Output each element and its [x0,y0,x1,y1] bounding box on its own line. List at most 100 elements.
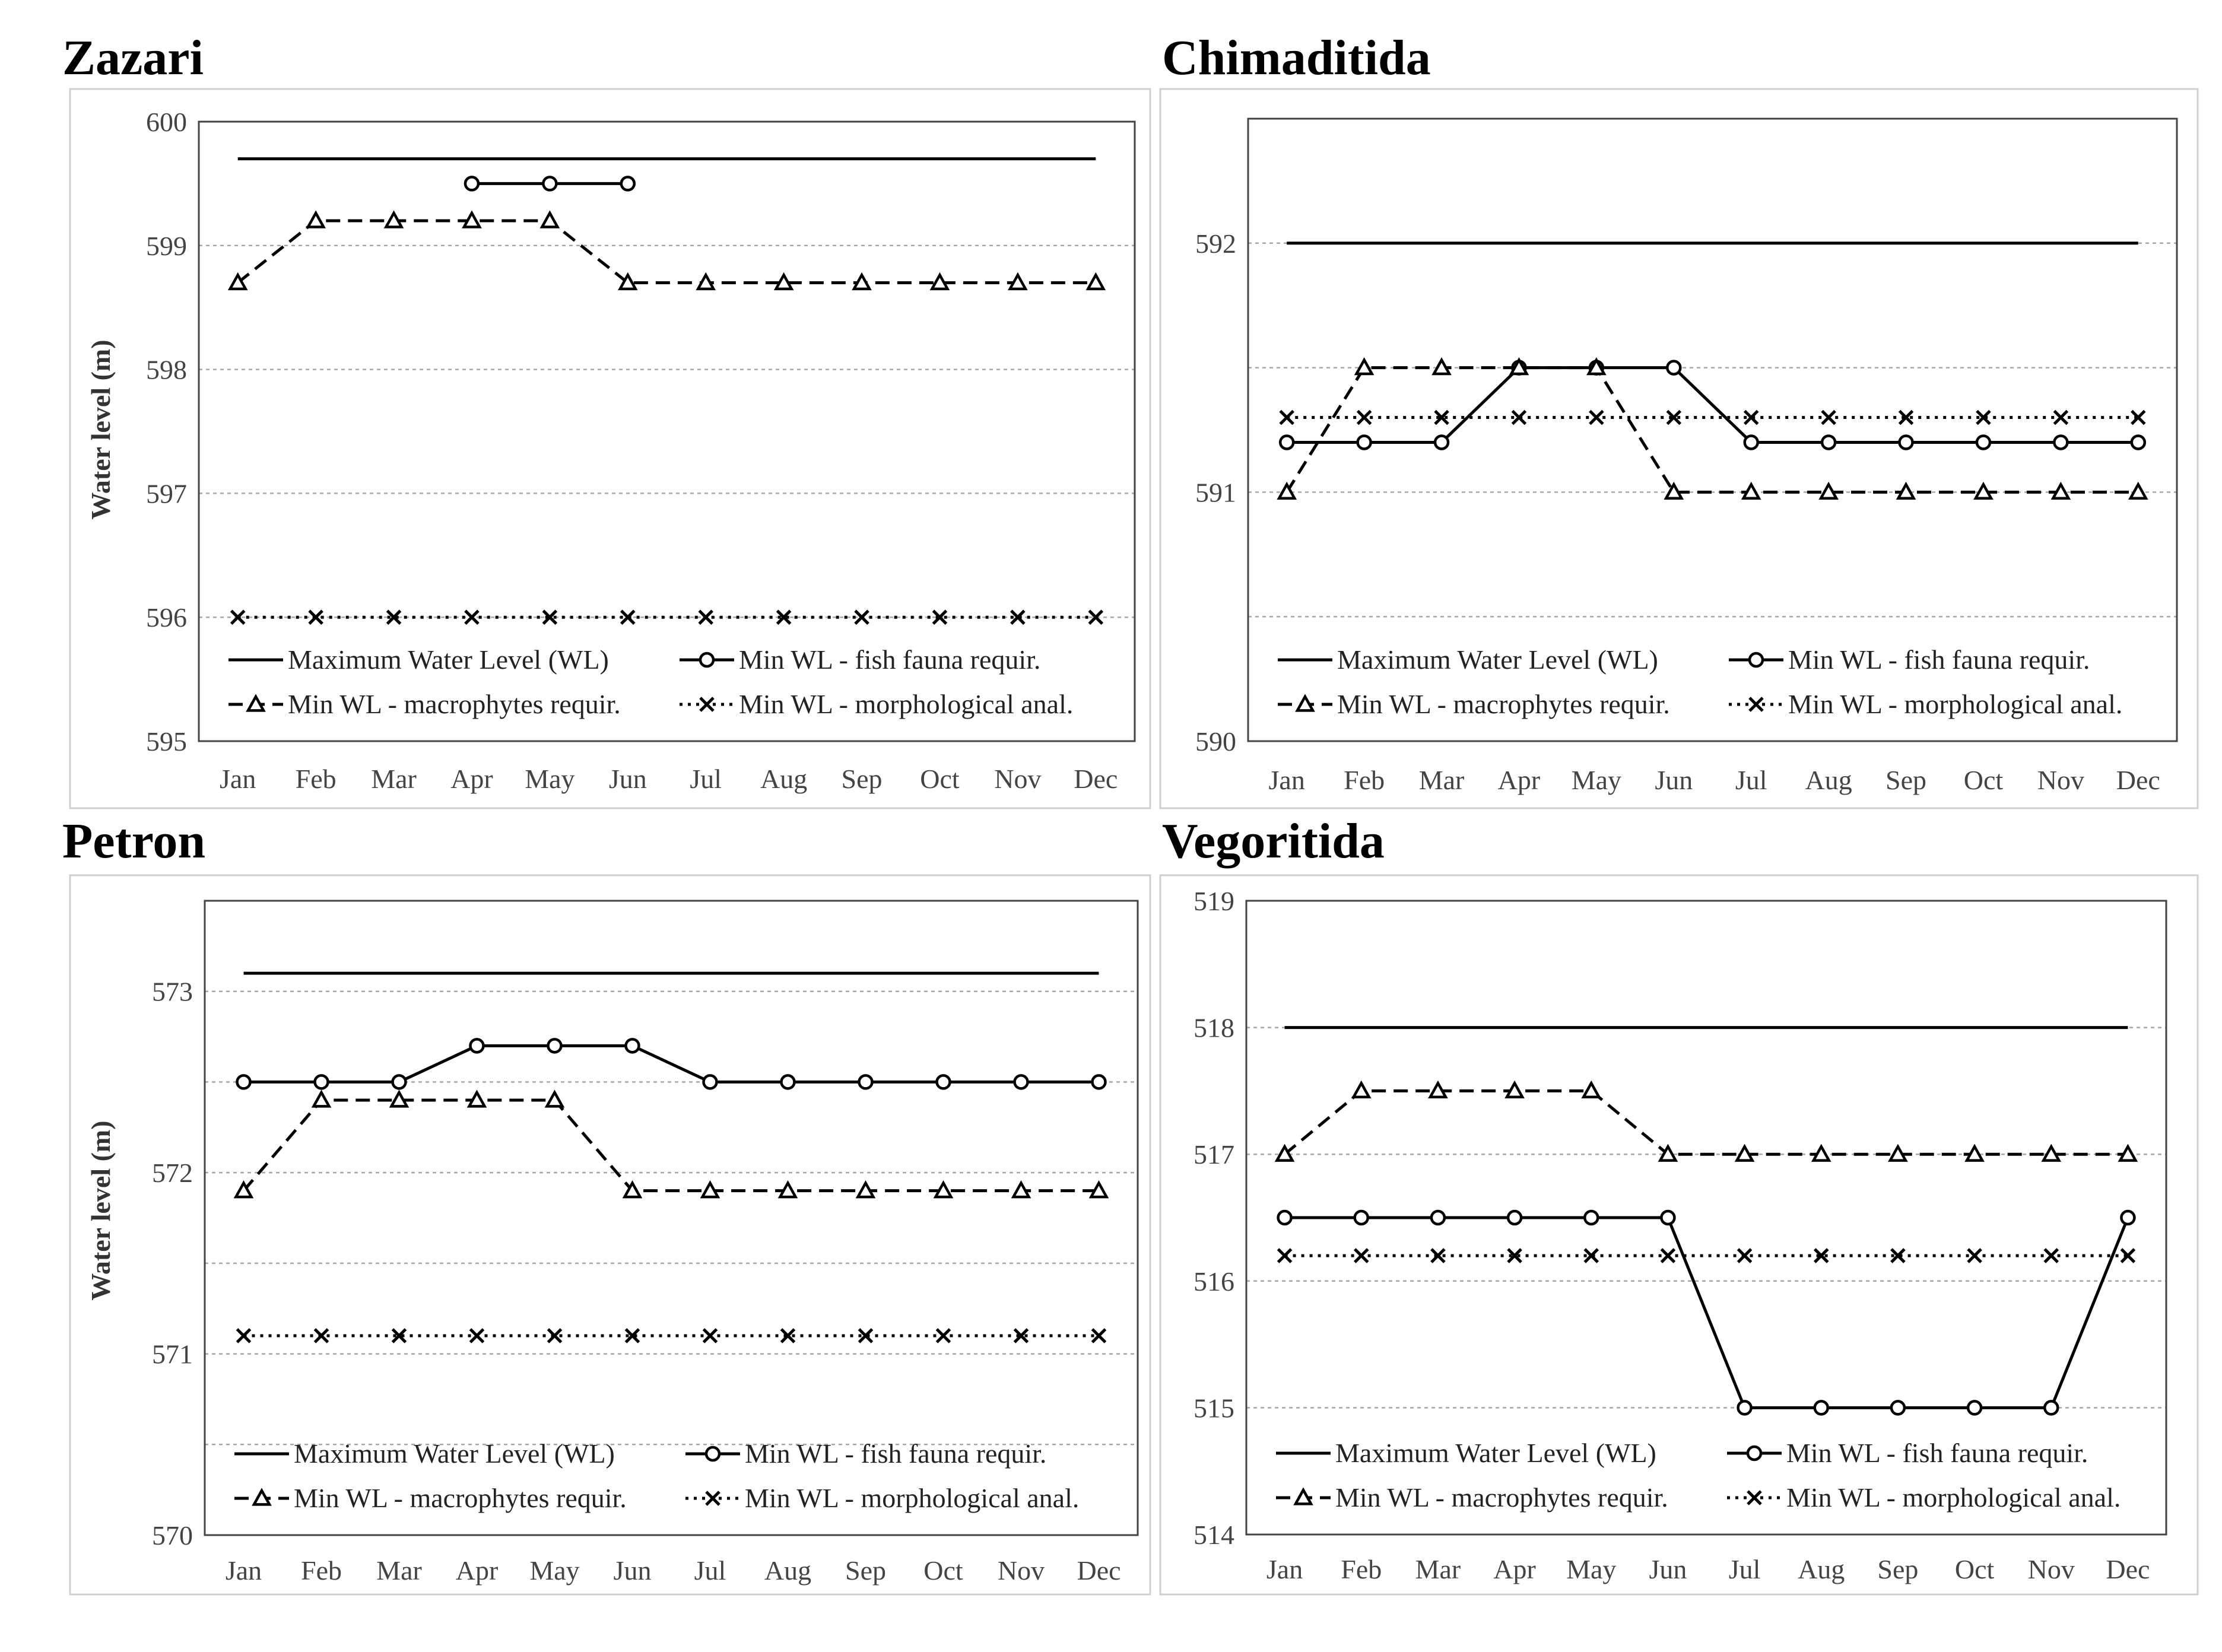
data-point [2120,1209,2136,1226]
data-point [236,1328,252,1343]
data-point [1434,409,1449,425]
series-morphological [1279,409,2146,425]
series-morphological [1277,1248,2136,1263]
y-tick-label: 596 [146,602,187,633]
legend-marker [699,697,715,712]
data-point [1666,409,1682,425]
x-tick-label: Mar [376,1555,422,1586]
chart-title: Petron [62,814,205,869]
data-point [1506,1209,1523,1226]
data-point [2120,1248,2136,1263]
legend-item: Min WL - fish fauna requir. [685,1438,1046,1469]
series-macrophytes [1277,357,2148,500]
data-point [230,609,246,625]
x-tick-label: Apr [456,1555,499,1586]
x-tick-label: Nov [2037,765,2084,795]
y-tick-label: 519 [1193,886,1234,916]
y-axis-label: Water level (m) [85,1120,116,1300]
data-point [1277,1248,1293,1263]
x-tick-label: Dec [1077,1555,1120,1586]
data-point [1504,1080,1525,1099]
x-tick-label: Dec [1074,764,1118,794]
data-point [236,1074,252,1090]
data-point [1088,609,1104,625]
x-tick-label: Nov [994,764,1041,794]
chart-title: Zazari [62,30,204,85]
data-point [1975,434,1992,450]
data-point [1658,1143,1678,1162]
data-point [542,176,558,192]
data-point [620,609,636,625]
data-point [1509,357,1529,376]
series-fish-fauna [1277,1209,2136,1416]
data-point [1278,434,1295,450]
data-point [308,609,323,625]
x-tick-label: Nov [2028,1554,2075,1584]
data-point [1430,1209,1446,1226]
plot-area [198,120,1136,742]
data-point [1890,1400,1906,1416]
x-tick-label: Apr [450,764,493,794]
legend-item: Min WL - macrophytes requir. [234,1483,627,1513]
data-point [1898,409,1914,425]
data-point [2128,481,2148,500]
data-point [2043,1248,2059,1263]
data-point [1666,360,1682,376]
data-point [700,1180,720,1199]
data-point [1353,1248,1369,1263]
data-point [624,1328,640,1343]
data-point [1356,434,1372,450]
chart-frame [1159,88,2199,809]
chart-frame [69,88,1151,809]
x-tick-label: Feb [296,764,337,794]
data-point [1966,1400,1983,1416]
x-tick-label: Mar [371,764,417,794]
data-point [1351,1080,1372,1099]
x-tick-label: Feb [1341,1554,1382,1584]
x-tick-label: Sep [1885,765,1926,795]
data-point [1431,357,1452,376]
x-tick-label: Dec [2106,1554,2150,1584]
x-tick-label: Nov [998,1555,1045,1586]
data-point [383,210,404,228]
data-point [624,1038,640,1054]
data-point [1354,357,1375,376]
y-tick-label: 514 [1193,1520,1234,1550]
legend-marker [252,1488,272,1506]
series-line [1285,366,2138,494]
chart-title: Vegoritida [1162,814,1385,869]
data-point [1428,1080,1448,1099]
data-point [1888,1143,1908,1162]
data-point [1821,409,1836,425]
x-tick-label: Aug [764,1555,811,1586]
y-tick-label: 571 [152,1339,193,1370]
x-tick-label: Jan [220,764,256,794]
legend: Maximum Water Level (WL) Min WL - fish fa… [1278,644,2122,719]
data-point [1507,1248,1522,1263]
series-fish-fauna [236,1038,1107,1090]
data-point [1976,409,1991,425]
legend: Maximum Water Level (WL) Min WL - fish fa… [1276,1438,2121,1513]
data-point [1085,272,1106,291]
x-tick-label: May [529,1555,579,1586]
series-line [237,219,1096,284]
x-tick-label: Jun [1655,765,1693,795]
data-point [1664,481,1684,500]
legend-marker [704,1446,721,1462]
data-point [233,1180,254,1199]
legend-label: Min WL - fish fauna requir. [745,1438,1046,1469]
data-point [1741,481,1761,500]
data-point [696,272,716,291]
series-macrophytes [233,1089,1109,1199]
data-point [2118,1143,2138,1162]
data-point [1013,1328,1029,1343]
legend-label: Min WL - fish fauna requir. [739,644,1040,675]
legend-item: Maximum Water Level (WL) [1278,644,1658,675]
data-point [1890,1248,1906,1263]
legend-marker [1746,1445,1763,1462]
y-tick-label: 595 [146,726,187,757]
data-point [227,272,248,291]
x-tick-label: Feb [1344,765,1385,795]
legend-item: Min WL - morphological anal. [1729,689,2122,719]
data-point [858,1328,874,1343]
